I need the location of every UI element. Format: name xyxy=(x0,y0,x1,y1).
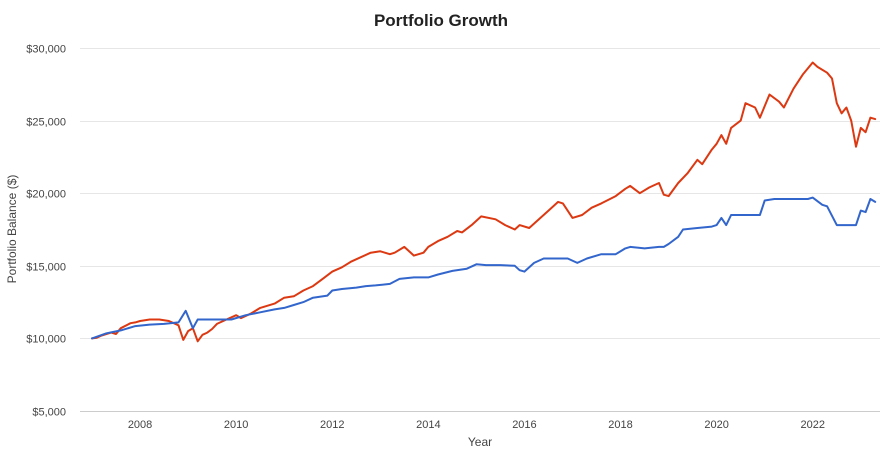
series-layer xyxy=(91,61,877,343)
y-tick-label: $25,000 xyxy=(26,117,66,129)
x-tick-label: 2008 xyxy=(128,419,152,431)
y-tick-label: $5,000 xyxy=(32,407,66,419)
y-tick-label: $10,000 xyxy=(26,334,66,346)
x-axis-ticks: 2008 2010 2012 2014 2016 2018 2020 2022 xyxy=(128,419,825,431)
x-tick-label: 2020 xyxy=(704,419,728,431)
x-tick-label: 2016 xyxy=(512,419,536,431)
y-tick-label: $30,000 xyxy=(26,44,66,56)
x-tick-label: 2018 xyxy=(608,419,632,431)
x-tick-label: 2010 xyxy=(224,419,248,431)
grid-layer xyxy=(80,48,880,412)
chart-title: Portfolio Growth xyxy=(374,11,508,30)
x-axis-label: Year xyxy=(468,435,492,449)
x-tick-label: 2022 xyxy=(800,419,824,431)
y-tick-label: $15,000 xyxy=(26,262,66,274)
y-axis-label: Portfolio Balance ($) xyxy=(5,175,19,284)
x-tick-label: 2012 xyxy=(320,419,344,431)
y-axis-ticks: $5,000 $10,000 $15,000 $20,000 $25,000 $30,00… xyxy=(26,44,66,419)
y-tick-label: $20,000 xyxy=(26,189,66,201)
series-line-2 xyxy=(91,196,877,340)
x-tick-label: 2014 xyxy=(416,419,440,431)
series-line-1 xyxy=(91,61,877,343)
